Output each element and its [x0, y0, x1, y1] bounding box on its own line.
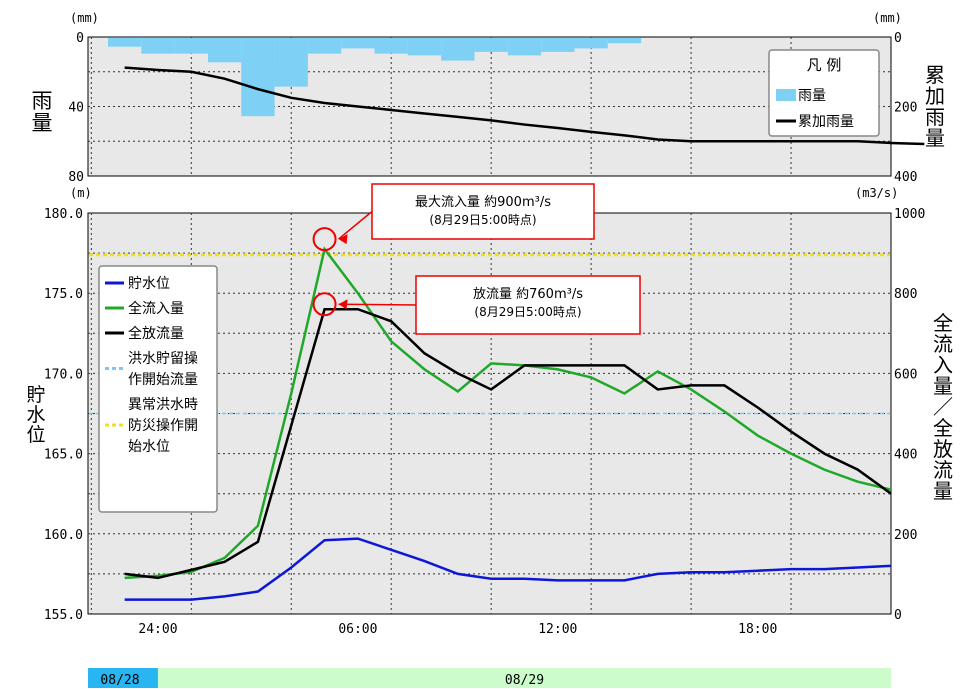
date-label: 08/29 [505, 673, 544, 688]
rain-bar [507, 38, 542, 56]
rain-bar [174, 38, 208, 54]
annotation-arrow [338, 303, 417, 306]
annotation-arrowhead [338, 234, 348, 245]
main-left-unit: (m) [70, 186, 92, 200]
main-left-tick: 170.0 [44, 367, 83, 382]
main-legend-label: 始水位 [128, 439, 170, 455]
rain-bar [474, 38, 508, 52]
main-left-tick: 165.0 [44, 448, 83, 463]
rain-bar [241, 38, 275, 117]
main-legend-box [98, 265, 218, 513]
rain-legend-box [768, 49, 880, 137]
main-legend-label: 作開始流量 [128, 372, 198, 388]
rain-bar [574, 38, 608, 49]
rain-right-tick: 0 [894, 31, 902, 46]
rain-bar [341, 38, 375, 49]
series-line [124, 537, 892, 601]
rain-right-tick: 400 [894, 170, 917, 185]
series-line [124, 246, 892, 580]
annotation-line1: 放流量 約760m³/s [473, 287, 583, 302]
annotation-box [415, 275, 641, 335]
date-segment [157, 668, 891, 688]
main-right-tick: 0 [894, 608, 902, 623]
rain-bar [141, 38, 175, 54]
main-legend-label: 洪水貯留操 [128, 351, 198, 367]
x-tick: 24:00 [138, 622, 177, 637]
main-right-axis-title: 全流入量／全放流量 [933, 311, 953, 503]
annotation-arrow [338, 210, 373, 240]
main-left-tick: 175.0 [44, 287, 83, 302]
annotation-line2: (8月29日5:00時点) [474, 305, 581, 319]
main-legend-label: 異常洪水時 [128, 397, 198, 413]
main-left-axis-title: 貯水位 [26, 384, 45, 446]
rain-bar [374, 38, 408, 54]
rain-bar [307, 38, 342, 54]
rain-legend-title: 凡 例 [807, 56, 842, 74]
main-right-tick: 600 [894, 367, 917, 382]
rain-gridlines [88, 37, 891, 176]
main-left-title: 貯水位 [26, 384, 45, 446]
x-tick: 18:00 [738, 622, 777, 637]
annotations: 最大流入量 約900m³/s (8月29日5:00時点) 放流量 約760m³/s (… [312, 183, 641, 335]
x-tick: 06:00 [338, 622, 377, 637]
rain-bar [107, 38, 142, 47]
main-legend-label: 全放流量 [128, 325, 184, 342]
rain-bar [607, 38, 642, 44]
rain-legend: 凡 例 雨量 累加雨量 [768, 49, 880, 137]
date-label: 08/28 [100, 673, 139, 688]
rain-legend-label-rain: 雨量 [798, 88, 826, 104]
rain-bar [541, 38, 575, 52]
main-right-tick: 800 [894, 287, 917, 302]
rain-right-axis-title: 累加雨量 [925, 63, 945, 150]
rain-tick-labels: 0 40 80 0 200 400 [68, 31, 917, 185]
rain-panel: 0 40 80 0 200 400 (mm) (mm) 雨量 累加雨量 凡 例 雨量 累加… [32, 11, 946, 185]
rain-bar [207, 38, 242, 63]
annotation-box [371, 183, 595, 240]
date-segment [88, 668, 158, 688]
annotation-line1: 最大流入量 約900m³/s [415, 195, 551, 210]
rain-bar [441, 38, 475, 61]
annotation-arrowhead [338, 299, 348, 310]
rain-right-title: 累加雨量 [925, 63, 945, 150]
main-tick-labels: 180.0 175.0 170.0 165.0 160.0 155.0 1000 800 600… [44, 207, 925, 637]
annotation-line2: (8月29日5:00時点) [429, 213, 536, 227]
rain-right-tick: 200 [894, 101, 917, 116]
main-legend-label: 防災操作開 [128, 418, 198, 434]
rain-left-title: 雨量 [32, 89, 53, 135]
main-right-unit: (m3/s) [855, 186, 898, 200]
rain-bar [274, 38, 308, 87]
rain-left-tick: 40 [68, 101, 84, 116]
main-right-title: 全流入量／全放流量 [933, 311, 953, 503]
rain-bar [407, 38, 442, 56]
cumulative-rain-line [124, 66, 925, 146]
main-legend-label: 全流入量 [128, 300, 184, 317]
x-tick: 12:00 [538, 622, 577, 637]
rain-left-tick: 0 [76, 31, 84, 46]
main-right-tick: 1000 [894, 207, 925, 222]
main-right-tick: 400 [894, 448, 917, 463]
main-legend-label: 貯水位 [128, 276, 170, 292]
rain-legend-label-cum: 累加雨量 [798, 114, 854, 130]
main-right-tick: 200 [894, 528, 917, 543]
main-left-tick: 155.0 [44, 608, 83, 623]
main-series-lines [89, 246, 892, 601]
series-line [124, 307, 892, 580]
date-bar: 08/28 08/29 [88, 668, 891, 688]
rain-legend-swatch [776, 89, 796, 101]
rain-bars [107, 38, 642, 117]
annotation-circle [312, 227, 337, 252]
main-panel: 180.0 175.0 170.0 165.0 160.0 155.0 1000 800 600… [26, 183, 953, 637]
rain-left-tick: 80 [68, 170, 84, 185]
rain-left-axis-title: 雨量 [32, 89, 53, 135]
cumulative-rain-line-group [124, 66, 925, 146]
main-left-tick: 160.0 [44, 528, 83, 543]
annotation-circle [312, 292, 337, 317]
main-left-tick: 180.0 [44, 207, 83, 222]
rain-left-unit: (mm) [70, 11, 99, 25]
rain-right-unit: (mm) [873, 11, 902, 25]
